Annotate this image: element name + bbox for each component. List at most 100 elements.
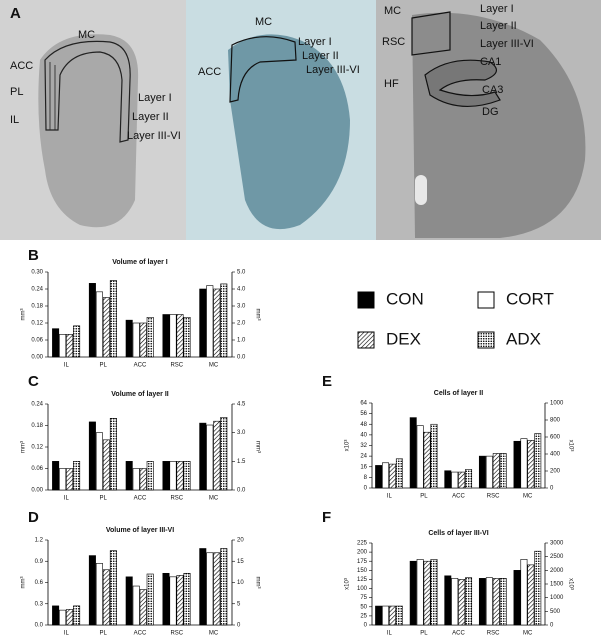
bar — [95, 291, 103, 358]
panel-label: B — [28, 247, 39, 264]
x-tick-label: PL — [100, 631, 108, 637]
bar — [409, 417, 417, 489]
bar — [162, 314, 170, 358]
bar — [132, 322, 140, 358]
y-tick-label: 0.00 — [31, 488, 43, 494]
y-axis-label: mm³ — [21, 577, 27, 589]
bar — [52, 328, 60, 358]
layer-label: Layer II — [480, 20, 517, 32]
x-tick-label: MC — [209, 631, 219, 637]
y-tick-label: 0.24 — [31, 402, 43, 408]
bar — [139, 589, 147, 626]
layer-label: Layer III-VI — [480, 38, 534, 50]
x-tick-label: MC — [523, 631, 533, 637]
bar — [513, 570, 521, 626]
legend-label: ADX — [506, 329, 541, 348]
y2-tick-label: 3000 — [550, 541, 564, 547]
bar — [423, 431, 431, 489]
legend-swatch — [477, 291, 495, 309]
y2-axis-label: mm³ — [254, 309, 260, 321]
y2-tick-label: 1500 — [550, 582, 564, 588]
y2-tick-label: 0 — [237, 623, 241, 629]
x-tick-label: PL — [100, 363, 108, 369]
bar — [485, 455, 493, 489]
bar — [458, 579, 466, 626]
panel-label: D — [28, 509, 39, 526]
chart-title: Volume of layer I — [112, 259, 168, 266]
y2-tick-label: 200 — [550, 469, 561, 475]
bar — [444, 575, 452, 626]
chart-title: Cells of layer II — [434, 390, 483, 397]
bar — [88, 555, 96, 626]
y2-axis-label: mm³ — [254, 441, 260, 453]
bar — [73, 325, 81, 358]
y-tick-label: 0.18 — [31, 423, 43, 429]
bar — [59, 468, 67, 491]
bar — [206, 424, 214, 491]
bar — [444, 470, 452, 489]
section-1: A MC ACC PL IL Layer I Layer II Layer II… — [0, 0, 186, 240]
y2-tick-label: 20 — [237, 538, 244, 544]
bar — [213, 288, 221, 358]
bar — [139, 468, 147, 491]
y2-tick-label: 2500 — [550, 554, 564, 560]
y-tick-label: 0.12 — [31, 445, 43, 451]
y2-axis-label: x10³ — [567, 578, 573, 590]
bar — [73, 605, 81, 626]
bar — [375, 465, 383, 489]
y2-tick-label: 2.0 — [237, 321, 246, 327]
bar — [213, 420, 221, 491]
y-tick-label: 0 — [364, 486, 368, 492]
y2-tick-label: 0 — [550, 623, 554, 629]
bar — [199, 548, 207, 626]
x-tick-label: RSC — [487, 631, 500, 637]
bar — [499, 578, 507, 626]
legend-swatch — [477, 331, 495, 349]
y2-axis-label: x10³ — [567, 440, 573, 452]
y-tick-label: 48 — [360, 422, 367, 428]
bar — [388, 605, 396, 626]
y2-tick-label: 400 — [550, 452, 561, 458]
bar — [176, 461, 184, 491]
x-tick-label: IL — [387, 631, 393, 637]
section-2: MC ACC Layer I Layer II Layer III-VI — [186, 0, 376, 240]
legend-swatch — [357, 291, 375, 309]
bar — [220, 548, 228, 626]
bar — [132, 468, 140, 491]
y-tick-label: 125 — [357, 577, 368, 583]
bar — [492, 578, 500, 626]
y-tick-label: 0.3 — [35, 601, 44, 607]
bar — [146, 573, 154, 626]
bar — [430, 559, 438, 626]
layer-label: Layer III-VI — [306, 64, 360, 76]
bar — [146, 461, 154, 491]
bar — [382, 462, 390, 489]
bar — [183, 461, 191, 491]
y-tick-label: 0.06 — [31, 466, 43, 472]
bar — [169, 314, 177, 358]
bar — [465, 577, 473, 626]
x-tick-label: ACC — [134, 496, 147, 502]
layer-label: Layer II — [302, 50, 339, 62]
x-tick-label: PL — [420, 494, 428, 500]
bar — [59, 609, 67, 626]
bar — [485, 577, 493, 626]
y-tick-label: 225 — [357, 541, 368, 547]
y2-tick-label: 1.5 — [237, 459, 246, 465]
y-tick-label: 0.0 — [35, 623, 44, 629]
y-tick-label: 0.18 — [31, 304, 43, 310]
region-label: ACC — [198, 66, 221, 78]
x-tick-label: ACC — [134, 363, 147, 369]
y-tick-label: 40 — [360, 432, 367, 438]
y2-tick-label: 1000 — [550, 401, 564, 407]
bar — [451, 578, 459, 626]
x-tick-label: MC — [209, 363, 219, 369]
y2-axis-label: mm³ — [254, 577, 260, 589]
bar — [102, 297, 110, 358]
bar — [416, 559, 424, 626]
y2-tick-label: 0.0 — [237, 355, 246, 361]
y-tick-label: 150 — [357, 568, 368, 574]
bar — [183, 317, 191, 358]
bar — [199, 422, 207, 491]
bar — [59, 334, 67, 358]
